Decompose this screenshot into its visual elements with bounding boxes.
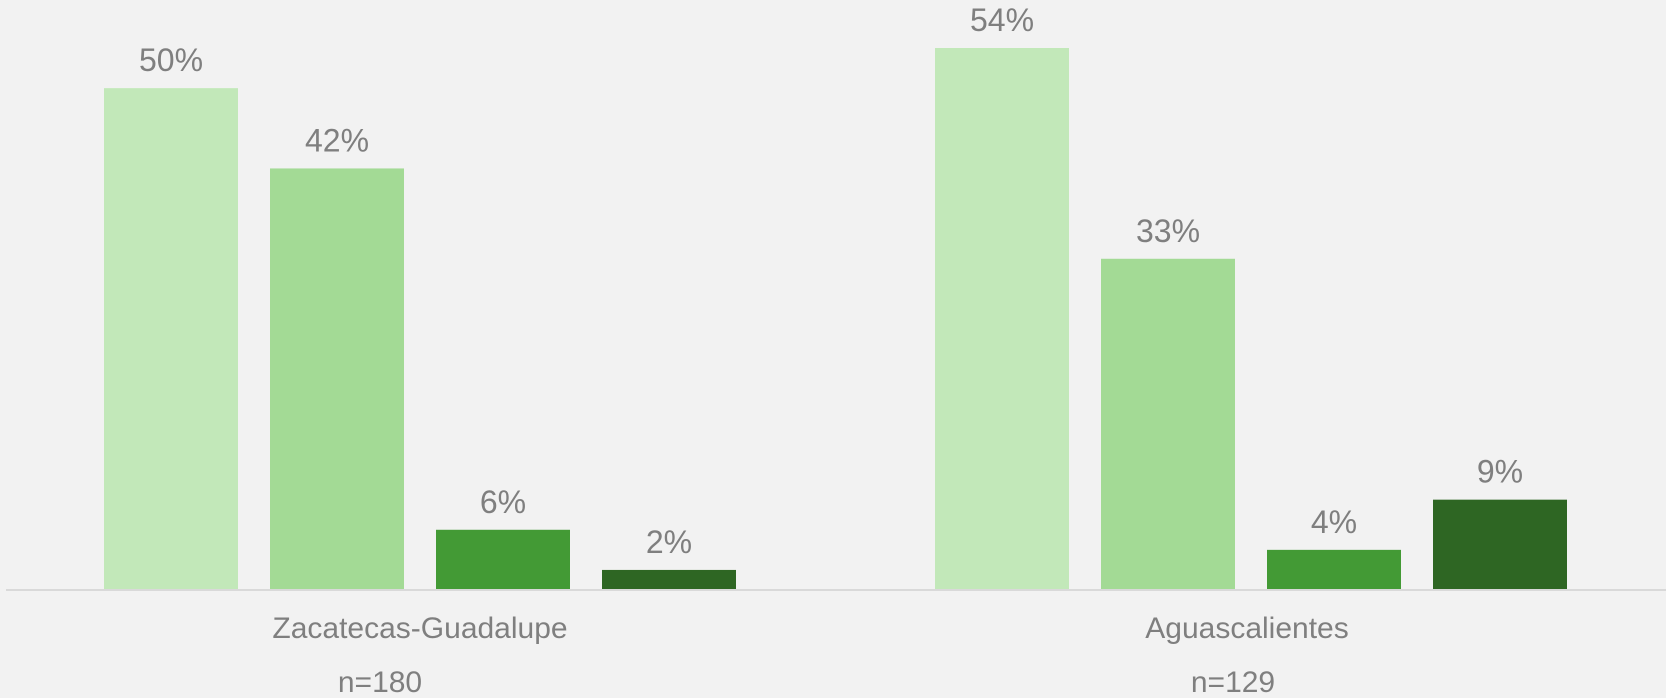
category-labels: Zacatecas-Guadalupe n=180 Aguascalientes… — [272, 612, 1348, 698]
bar-aguascalientes-2 — [1101, 258, 1235, 590]
category-label-zacatecas-guadalupe: Zacatecas-Guadalupe — [272, 612, 567, 645]
bar-aguascalientes-1 — [935, 48, 1069, 590]
bar-zacatecas-guadalupe-4 — [602, 569, 736, 590]
value-label-zacatecas-guadalupe-2: 42% — [305, 122, 369, 158]
bar-aguascalientes-3 — [1267, 549, 1401, 590]
category-sublabel-aguascalientes: n=129 — [1191, 666, 1275, 698]
category-sublabel-zacatecas-guadalupe: n=180 — [338, 666, 422, 698]
value-label-zacatecas-guadalupe-4: 2% — [646, 524, 692, 560]
bars — [104, 48, 1567, 591]
value-label-aguascalientes-4: 9% — [1477, 454, 1523, 490]
bar-zacatecas-guadalupe-1 — [104, 88, 238, 591]
bar-aguascalientes-4 — [1433, 499, 1567, 590]
bar-zacatecas-guadalupe-3 — [436, 529, 570, 590]
category-label-aguascalientes: Aguascalientes — [1145, 612, 1348, 645]
value-label-aguascalientes-3: 4% — [1311, 504, 1357, 540]
bar-zacatecas-guadalupe-2 — [270, 168, 404, 590]
value-label-aguascalientes-1: 54% — [970, 2, 1034, 38]
value-labels: 50% 42% 6% 2% 54% 33% 4% 9% — [139, 2, 1523, 560]
value-label-zacatecas-guadalupe-1: 50% — [139, 42, 203, 78]
value-label-aguascalientes-2: 33% — [1136, 213, 1200, 249]
value-label-zacatecas-guadalupe-3: 6% — [480, 484, 526, 520]
